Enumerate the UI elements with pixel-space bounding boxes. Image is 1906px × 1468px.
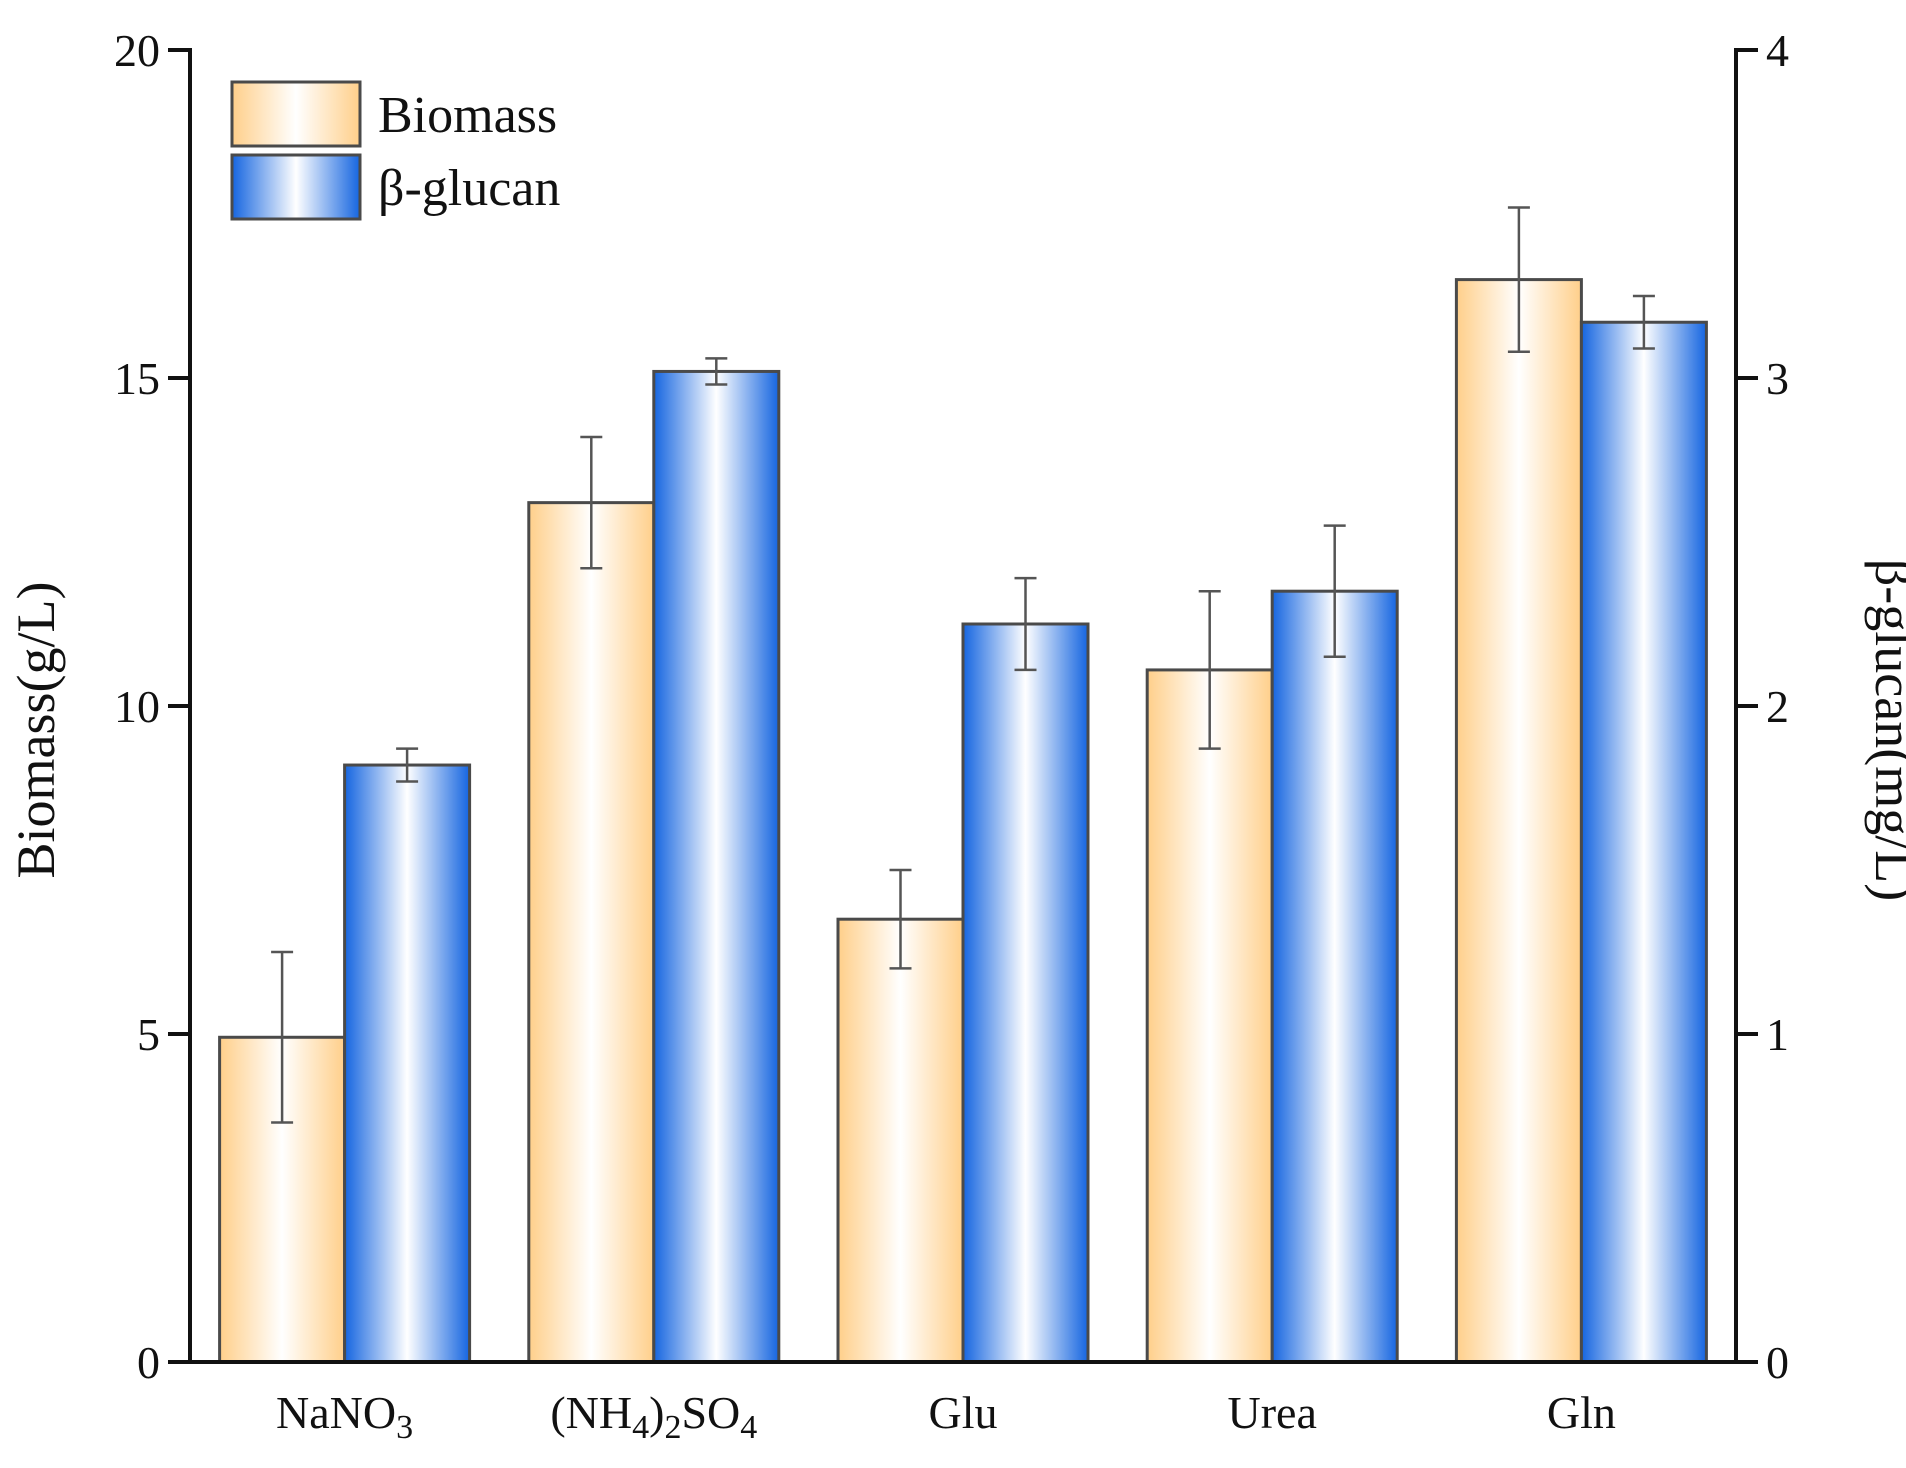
bar-glucan-nano3 [343, 763, 472, 1364]
left-tick-label: 15 [114, 353, 160, 404]
error-bar-glucan-gln [1632, 294, 1655, 350]
error-bar-biomass-urea [1198, 589, 1221, 750]
category-label-nh4-2so4: (NH4)2SO4 [550, 1387, 757, 1446]
bar-biomass-gln [1454, 278, 1583, 1364]
bar-glucan-urea [1270, 589, 1399, 1364]
error-bar-biomass-gln [1507, 206, 1530, 354]
bar-glucan-nh4-2so4 [652, 369, 781, 1364]
category-label-urea: Urea [1228, 1387, 1317, 1438]
left-tick-label: 20 [114, 25, 160, 76]
left-axis-title: Biomass(g/L) [6, 582, 66, 879]
error-bar-biomass-nano3 [271, 950, 294, 1124]
error-bar-biomass-nh4-2so4 [580, 435, 603, 570]
left-tick-label: 0 [137, 1337, 160, 1388]
axes-layer: 0 5 10 15 20 0 1 2 3 4 NaNO3 (NH4)2SO4 Glu Urea Gln [114, 25, 1789, 1446]
right-tick-label: 3 [1766, 353, 1789, 404]
legend-label-biomass: Biomass [378, 87, 557, 144]
category-label-gln: Gln [1547, 1387, 1616, 1438]
bars-layer [218, 278, 1708, 1364]
error-bar-glucan-nano3 [396, 747, 419, 783]
bar-biomass-glu [836, 917, 965, 1364]
bar-biomass-nh4-2so4 [527, 501, 656, 1364]
error-bar-glucan-urea [1323, 524, 1346, 659]
bar-biomass-urea [1145, 668, 1274, 1364]
bar-glucan-glu [961, 622, 1090, 1364]
left-tick-label: 10 [114, 681, 160, 732]
category-label-glu: Glu [929, 1387, 998, 1438]
legend-swatch-beta-glucan [230, 153, 362, 221]
right-axis-title: β-glucan(mg/L) [1864, 559, 1906, 901]
right-tick-label: 0 [1766, 1337, 1789, 1388]
category-label-nano3: NaNO3 [276, 1387, 413, 1446]
error-bar-glucan-nh4-2so4 [705, 357, 728, 386]
bar-glucan-gln [1579, 320, 1708, 1364]
error-bar-glucan-glu [1014, 576, 1037, 672]
left-tick-label: 5 [137, 1009, 160, 1060]
right-tick-label: 4 [1766, 25, 1789, 76]
error-bar-biomass-glu [889, 868, 912, 970]
legend-label-beta-glucan: β-glucan [378, 160, 560, 217]
legend: Biomass β-glucan [230, 80, 560, 221]
legend-swatch-biomass [230, 80, 362, 148]
right-tick-label: 2 [1766, 681, 1789, 732]
right-tick-label: 1 [1766, 1009, 1789, 1060]
error-bars-layer [271, 206, 1655, 1124]
